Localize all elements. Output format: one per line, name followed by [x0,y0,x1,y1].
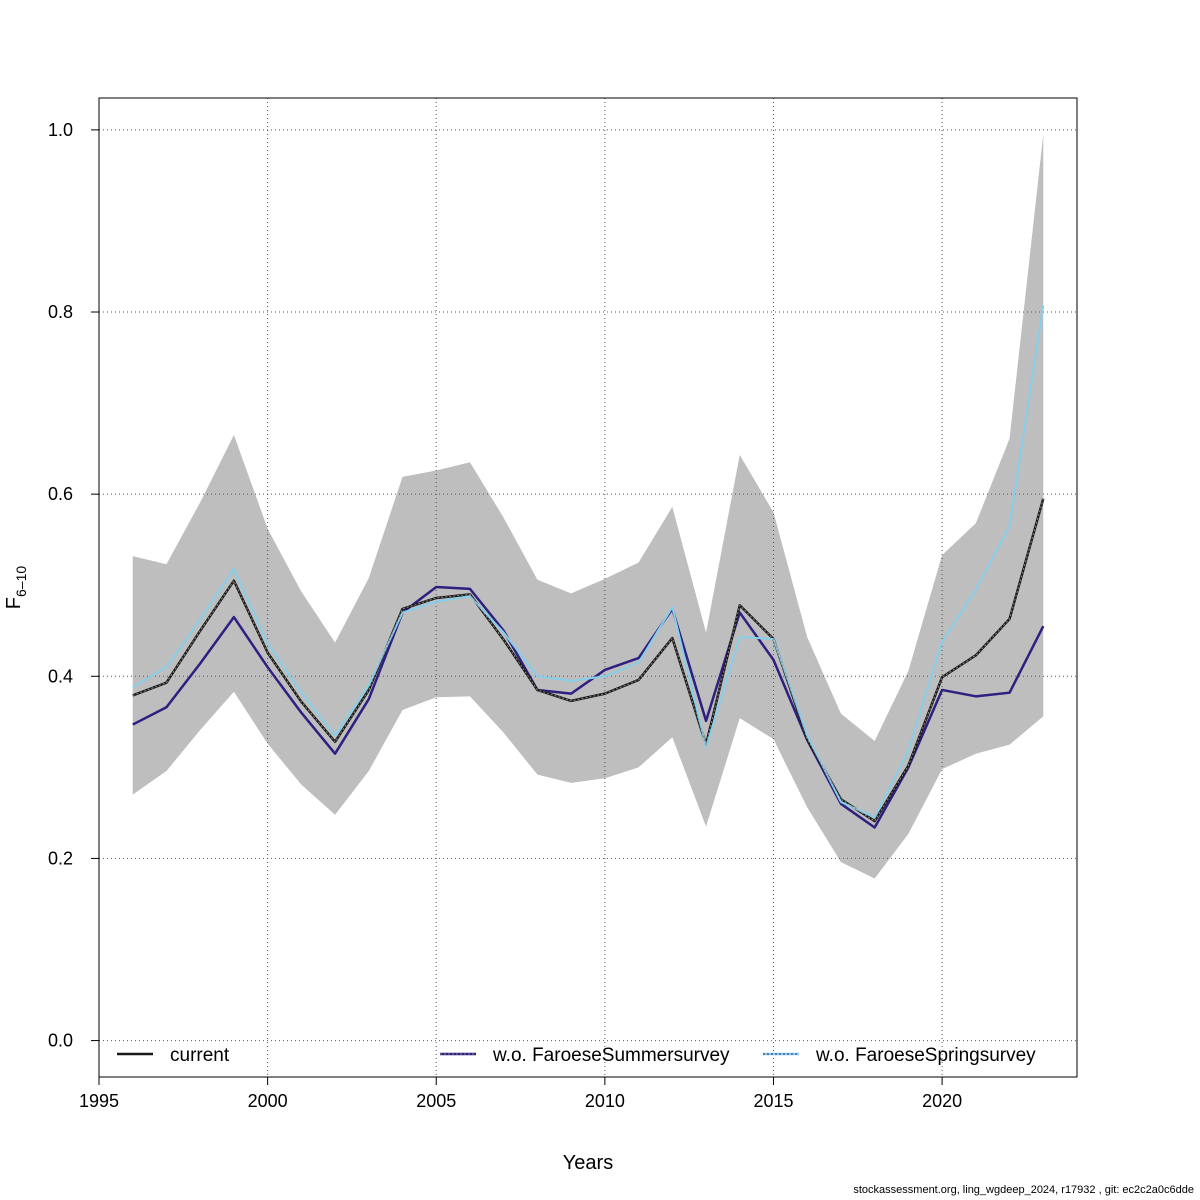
axis-layer: 1995 2000 2005 2010 2015 2020 0.0 0.2 0.4 0.6 0.8 1… [48,120,962,1111]
x-tick-label-2015: 2015 [753,1091,793,1111]
legend-item-summer-label: w.o. FaroeseSummersurvey [492,1045,730,1066]
legend-item-current: current [117,1045,230,1066]
confidence-band-layer [132,134,1044,879]
y-tick-label-0.2: 0.2 [48,848,73,868]
x-tick-label-2010: 2010 [585,1091,625,1111]
legend-item-summer: w.o. FaroeseSummersurvey [440,1045,730,1066]
series-spring-line [132,305,1045,819]
footer-credit: stockassessment.org, ling_wgdeep_2024, r… [853,1184,1194,1196]
plot-frame [98,97,1078,1078]
grid-layer [98,98,1077,1077]
y-tick-label-0.8: 0.8 [48,302,73,322]
y-tick-label-0.6: 0.6 [48,484,73,504]
x-tick-label-1995: 1995 [79,1091,119,1111]
x-tick-label-2020: 2020 [922,1091,962,1111]
legend-item-current-label: current [170,1045,230,1066]
y-axis-title-main: F [3,597,25,609]
y-tick-label-0.4: 0.4 [48,666,73,686]
y-axis-title: F6–10 [3,566,29,610]
legend: current w.o. FaroeseSummersurvey w.o. Faro… [117,1045,1036,1066]
series-layer [132,305,1045,829]
x-tick-label-2005: 2005 [416,1091,456,1111]
legend-item-spring: w.o. FaroeseSpringsurvey [763,1045,1036,1066]
x-axis-title: Years [563,1152,613,1174]
y-tick-label-1: 1.0 [48,120,73,140]
x-tick-label-2000: 2000 [248,1091,288,1111]
series-current-line-overlay [132,498,1044,822]
y-axis-title-subscript: 6–10 [13,566,29,597]
series-summer-line [132,585,1045,829]
confidence-band [132,134,1044,879]
y-tick-label-0: 0.0 [48,1031,73,1051]
legend-item-spring-label: w.o. FaroeseSpringsurvey [815,1045,1036,1066]
